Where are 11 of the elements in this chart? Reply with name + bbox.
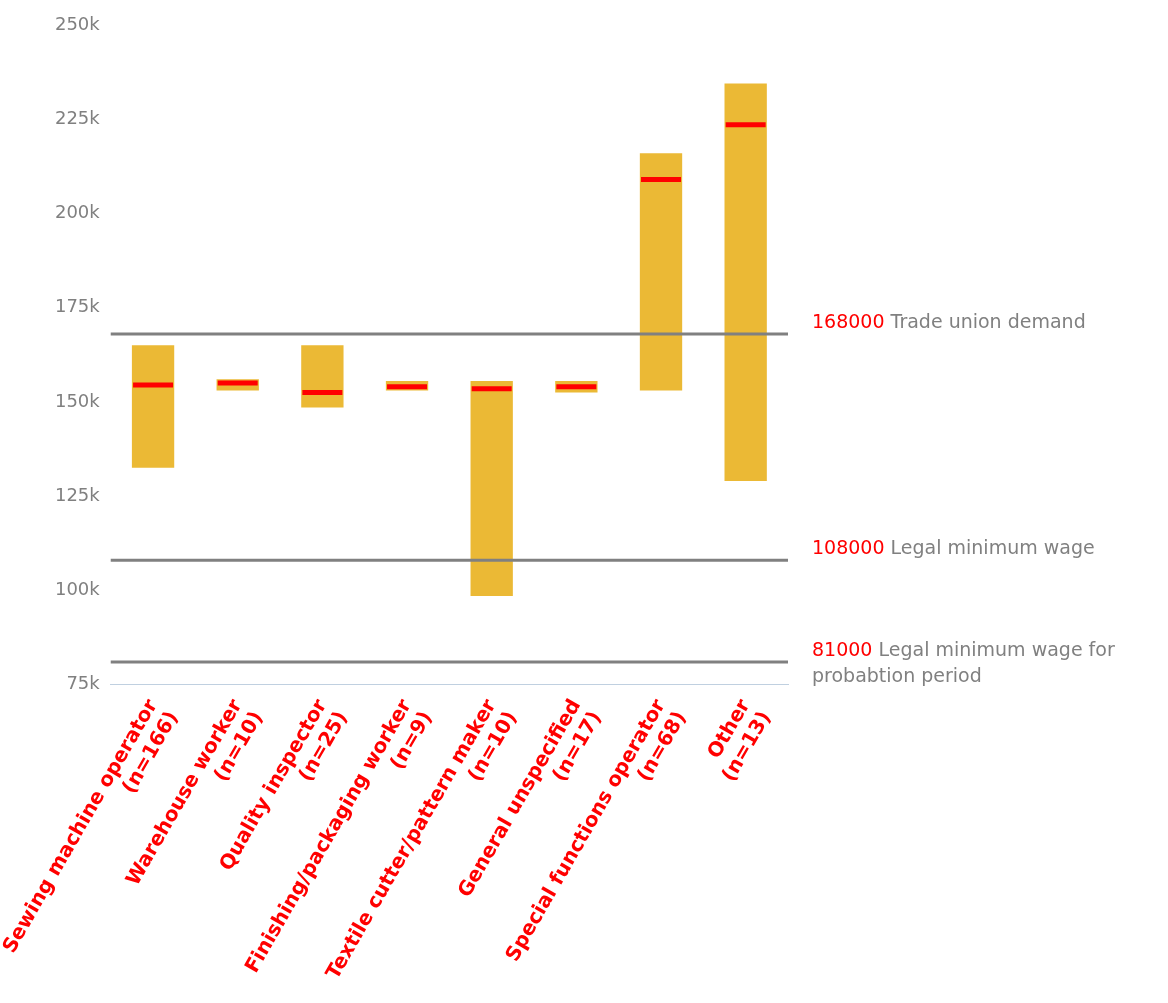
y-tick-label: 200k xyxy=(54,201,101,223)
y-tick-label: 125k xyxy=(54,483,101,505)
y-tick-label: 250k xyxy=(54,12,101,34)
y-tick-label: 75k xyxy=(66,672,101,694)
ref-line-label: 108000 Legal minimum wage xyxy=(812,536,1095,559)
ref-line-label: 168000 Trade union demand xyxy=(812,310,1086,333)
y-tick-label: 150k xyxy=(54,389,101,411)
ref-line-label: 81000 Legal minimum wage for probabtion period xyxy=(812,637,1115,686)
y-tick-label: 100k xyxy=(54,577,101,599)
y-tick-label: 175k xyxy=(54,295,101,317)
y-tick-label: 225k xyxy=(54,106,101,128)
